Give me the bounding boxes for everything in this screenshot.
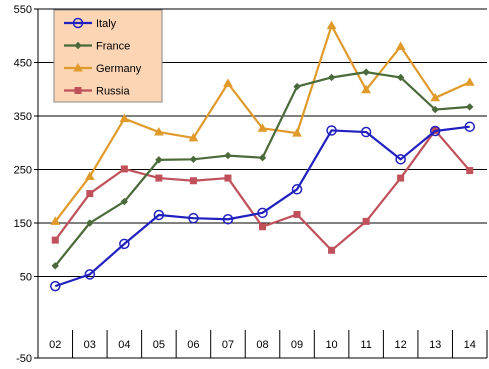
series-line-russia [54,129,471,252]
y-tick-label: 150 [14,218,32,230]
data-point-russia [120,165,128,173]
data-point-germany [154,127,164,136]
legend-label: Italy [96,18,117,30]
series-line-italy [54,125,470,288]
data-point-russia [328,246,336,254]
data-point-germany [395,41,406,50]
data-point-russia [155,174,163,182]
data-point-italy [153,209,165,221]
data-point-france [258,154,267,162]
data-point-russia [466,167,474,175]
data-point-italy [360,126,372,138]
legend: Italy France Germany Russia [53,9,163,103]
data-point-germany [292,128,302,137]
data-point-france [466,103,474,111]
data-point-russia [224,174,232,182]
series-italy [50,121,475,292]
data-point-germany [50,216,61,225]
x-tick-label: 05 [153,339,165,351]
legend-item-italy: Italy [64,17,117,30]
y-tick-label: 250 [14,165,32,177]
y-tick-label: 450 [14,58,32,70]
data-point-france [293,82,301,91]
data-point-germany [326,20,337,30]
legend-box [53,9,163,103]
legend-swatch-marker [74,87,82,94]
data-point-germany [361,84,371,94]
x-tick-label: 03 [84,339,96,351]
data-point-russia [397,174,405,182]
x-tick-label: 12 [395,339,407,351]
x-tick-label: 10 [325,339,337,351]
data-point-france [362,68,370,76]
data-point-germany [119,113,130,123]
data-point-france [86,219,94,227]
data-point-france [431,105,439,114]
data-point-russia [293,210,301,218]
data-point-italy [464,121,475,132]
data-point-france [155,156,163,164]
data-point-italy [257,207,268,219]
x-tick-label: 13 [429,339,441,351]
y-tick-label: 350 [14,111,32,123]
data-point-france [396,73,405,82]
x-tick-label: 14 [464,339,476,351]
data-series [50,20,475,292]
legend-item-france: France [64,41,130,53]
x-tick-label: 02 [49,339,61,351]
y-axis-tick-labels: -50 50 150 250 350 450 550 [14,4,32,365]
data-point-italy [395,154,406,165]
data-point-italy [84,269,96,280]
x-tick-label: 04 [118,339,130,351]
data-point-germany [257,123,268,132]
x-tick-label: 09 [291,339,303,351]
legend-label: France [96,41,130,53]
x-tick-label: 08 [256,339,268,351]
data-point-italy [50,280,61,292]
series-france [51,68,474,270]
data-point-russia [259,223,266,231]
data-point-germany [430,92,441,102]
y-tick-label: -50 [16,353,32,364]
data-point-france [189,155,198,164]
series-germany [50,20,475,225]
data-point-italy [326,125,337,136]
data-point-germany [464,77,475,86]
data-point-russia [51,236,59,244]
data-point-russia [362,217,370,225]
legend-label: Russia [96,86,131,98]
axes [34,8,488,359]
data-point-italy [119,238,130,250]
data-point-france [224,151,232,160]
series-russia [51,126,474,254]
legend-swatch-marker [74,41,82,50]
x-axis-tick-labels: 02 03 04 05 06 07 08 09 10 11 12 13 14 [49,339,476,351]
data-point-italy [291,184,303,195]
legend-item-russia: Russia [64,86,131,98]
data-point-france [327,73,336,82]
data-point-italy [429,125,441,137]
legend-swatch-marker [72,17,84,29]
y-tick-label: 550 [14,4,32,16]
x-tick-label: 07 [222,339,234,351]
data-point-italy [188,212,199,224]
legend-swatch-marker [73,62,83,72]
data-point-russia [189,177,197,185]
legend-item-germany: Germany [64,62,142,75]
data-point-italy [222,214,234,225]
data-point-germany [84,171,95,180]
x-tick-label: 11 [360,339,371,351]
data-point-germany [188,132,199,142]
x-tick-label: 06 [187,339,199,351]
legend-label: Germany [96,63,142,75]
data-point-russia [86,190,94,198]
y-tick-label: 50 [20,272,32,284]
data-point-france [120,197,129,206]
data-point-germany [223,78,233,87]
data-point-france [51,262,59,270]
